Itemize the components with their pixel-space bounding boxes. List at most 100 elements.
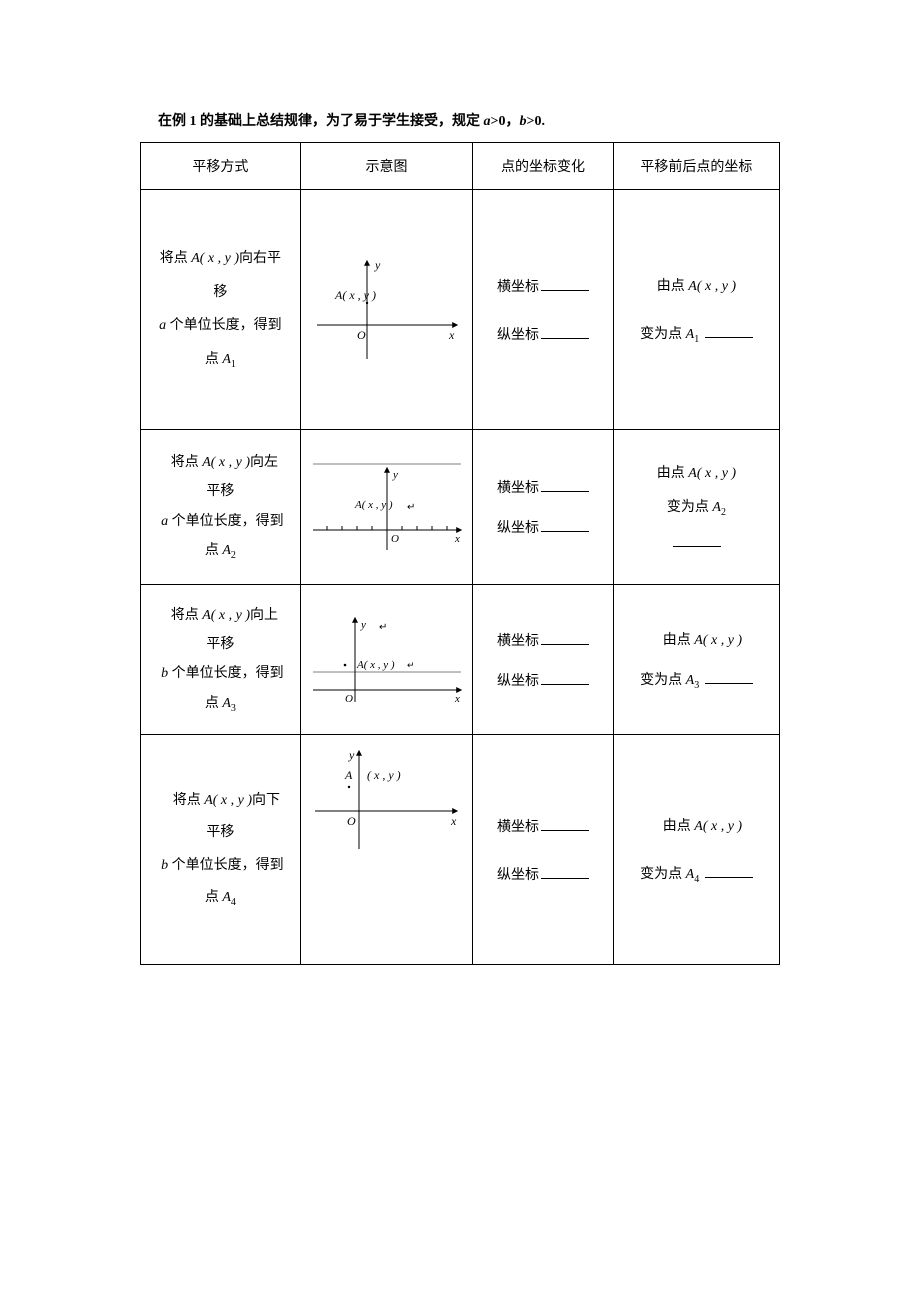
table-row: 将点 A( x , y )向上 平移 b 个单位长度，得到 点 A3 y ↵ xyxy=(141,585,780,735)
txt: 移 xyxy=(145,276,296,310)
var: A xyxy=(222,696,231,711)
svg-text:O: O xyxy=(391,533,399,545)
blank-field[interactable] xyxy=(541,670,589,685)
blank-field[interactable] xyxy=(705,323,753,338)
zong-label: 纵坐标 xyxy=(497,521,539,536)
svg-text:y: y xyxy=(374,258,381,272)
txt: 点 xyxy=(205,890,223,905)
var: A xyxy=(712,500,721,515)
txt: 平移 xyxy=(145,630,296,659)
result-cell: 由点 A( x , y ) 变为点 A1 xyxy=(613,190,779,430)
svg-text:O: O xyxy=(345,693,353,705)
change-cell: 横坐标 纵坐标 xyxy=(473,585,614,735)
method-cell: 将点 A( x , y )向右平 移 a 个单位长度，得到 点 A1 xyxy=(141,190,301,430)
header-method: 平移方式 xyxy=(141,143,301,190)
translation-table: 平移方式 示意图 点的坐标变化 平移前后点的坐标 将点 A( x , y )向右… xyxy=(140,142,780,965)
txt: 个单位长度，得到 xyxy=(168,666,284,681)
var: A xyxy=(222,890,231,905)
zong-label: 纵坐标 xyxy=(497,674,539,689)
txt: 向右平 xyxy=(239,251,281,266)
txt: 由点 xyxy=(663,819,695,834)
txt: 点 xyxy=(205,543,223,558)
table-row: 将点 A( x , y )向下 平移 b 个单位长度，得到 点 A4 y x O xyxy=(141,735,780,965)
txt: 向左 xyxy=(250,455,278,470)
blank-field[interactable] xyxy=(541,630,589,645)
svg-text:x: x xyxy=(450,814,457,828)
sub: 3 xyxy=(231,702,236,713)
sub: 3 xyxy=(694,679,699,690)
svg-text:↵: ↵ xyxy=(407,660,415,670)
change-cell: 横坐标 纵坐标 xyxy=(473,735,614,965)
var: A xyxy=(222,352,231,367)
svg-text:y: y xyxy=(360,619,366,631)
coord-diagram: y ↵ x O A( x , y ) ↵ xyxy=(307,612,467,707)
txt: 由点 xyxy=(657,279,689,294)
table-row: 将点 A( x , y )向左 平移 a 个单位长度，得到 点 A2 xyxy=(141,430,780,585)
txt: 变为点 xyxy=(640,327,686,342)
txt: 由点 xyxy=(663,633,695,648)
blank-field[interactable] xyxy=(705,669,753,684)
blank-field[interactable] xyxy=(541,864,589,879)
svg-text:x: x xyxy=(448,328,455,342)
change-cell: 横坐标 纵坐标 xyxy=(473,430,614,585)
header-diagram: 示意图 xyxy=(300,143,473,190)
txt: 点 xyxy=(205,352,223,367)
heng-label: 横坐标 xyxy=(497,634,539,649)
sub: 4 xyxy=(231,896,236,907)
txt: 由点 xyxy=(657,466,689,481)
sub: 4 xyxy=(694,873,699,884)
svg-text:↵: ↵ xyxy=(407,502,415,513)
heng-label: 横坐标 xyxy=(497,280,539,295)
diagram-cell: y ↵ x O A( x , y ) ↵ xyxy=(300,585,473,735)
blank-field[interactable] xyxy=(673,532,721,547)
txt: 将点 xyxy=(173,793,205,808)
txt: 向上 xyxy=(250,608,278,623)
coord-diagram: y x O A( x , y ) ↵ xyxy=(307,460,467,555)
var: A xyxy=(222,543,231,558)
title-prefix: 在例 1 的基础上总结规律，为了易于学生接受，规定 xyxy=(158,114,484,129)
method-cell: 将点 A( x , y )向下 平移 b 个单位长度，得到 点 A4 xyxy=(141,735,301,965)
result-cell: 由点 A( x , y ) 变为点 A4 xyxy=(613,735,779,965)
blank-field[interactable] xyxy=(541,816,589,831)
txt: 向下 xyxy=(252,793,280,808)
txt: 个单位长度，得到 xyxy=(166,318,282,333)
xy: ( x , y ) xyxy=(200,251,239,266)
var: A xyxy=(688,466,697,481)
header-before-after: 平移前后点的坐标 xyxy=(613,143,779,190)
txt: 变为点 xyxy=(667,500,713,515)
txt: 将点 xyxy=(160,251,192,266)
diagram-cell: y x O A( x , y ) ↵ xyxy=(300,430,473,585)
blank-field[interactable] xyxy=(705,863,753,878)
blank-field[interactable] xyxy=(541,276,589,291)
method-cell: 将点 A( x , y )向上 平移 b 个单位长度，得到 点 A3 xyxy=(141,585,301,735)
var: A xyxy=(202,608,211,623)
title-gt1: >0， xyxy=(491,114,520,129)
txt: 点 xyxy=(205,696,223,711)
svg-text:y: y xyxy=(348,748,355,762)
heng-label: 横坐标 xyxy=(497,820,539,835)
txt: 个单位长度，得到 xyxy=(168,514,284,529)
header-row: 平移方式 示意图 点的坐标变化 平移前后点的坐标 xyxy=(141,143,780,190)
svg-text:y: y xyxy=(392,469,398,481)
txt: 变为点 xyxy=(640,867,686,882)
var: A xyxy=(694,819,703,834)
page: 在例 1 的基础上总结规律，为了易于学生接受，规定 a>0，b>0. 平移方式 … xyxy=(0,0,920,1165)
svg-text:A: A xyxy=(344,768,353,782)
diagram-cell: y x O A( x , y ) xyxy=(300,190,473,430)
blank-field[interactable] xyxy=(541,477,589,492)
txt: 个单位长度，得到 xyxy=(168,858,284,873)
var: A xyxy=(688,279,697,294)
xy: ( x , y ) xyxy=(211,455,250,470)
blank-field[interactable] xyxy=(541,517,589,532)
txt: 变为点 xyxy=(640,673,686,688)
blank-field[interactable] xyxy=(541,324,589,339)
xy: ( x , y ) xyxy=(697,466,736,481)
title-suffix: >0. xyxy=(526,114,544,129)
sub: 2 xyxy=(721,507,726,518)
table-row: 将点 A( x , y )向右平 移 a 个单位长度，得到 点 A1 y x O xyxy=(141,190,780,430)
svg-text:A( x , y ): A( x , y ) xyxy=(356,659,395,671)
result-cell: 由点 A( x , y ) 变为点 A2 xyxy=(613,430,779,585)
var: A xyxy=(204,793,213,808)
coord-diagram: y x O A( x , y ) xyxy=(307,255,467,365)
svg-text:A( x , y ): A( x , y ) xyxy=(354,499,393,511)
